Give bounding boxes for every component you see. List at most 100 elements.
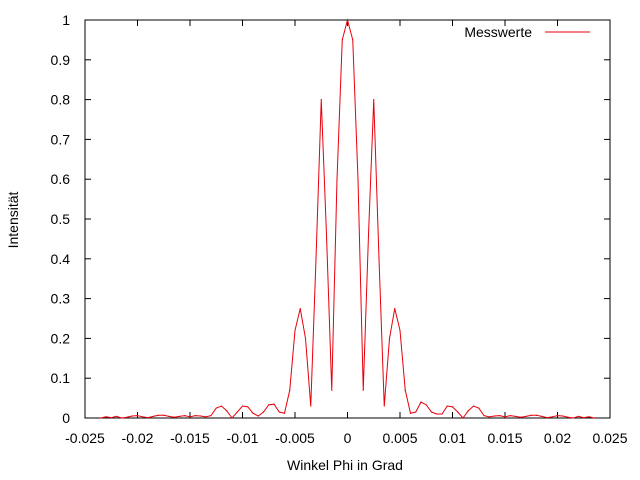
data-point bbox=[273, 403, 275, 405]
data-point bbox=[115, 415, 118, 418]
x-tick-label: -0.005 bbox=[275, 430, 315, 446]
y-tick-label: 0.7 bbox=[51, 131, 71, 147]
series-layer bbox=[100, 18, 595, 419]
data-point bbox=[520, 416, 522, 418]
data-point bbox=[304, 337, 307, 339]
data-point bbox=[388, 337, 391, 339]
data-point bbox=[483, 415, 485, 417]
data-point bbox=[152, 415, 154, 418]
data-point bbox=[184, 415, 186, 417]
data-point bbox=[142, 416, 144, 418]
y-tick-label: 0 bbox=[62, 410, 70, 426]
data-point bbox=[451, 406, 454, 408]
data-point bbox=[226, 410, 228, 412]
data-point bbox=[383, 405, 385, 407]
data-point bbox=[399, 329, 401, 332]
y-tick-label: 0.8 bbox=[51, 92, 71, 108]
data-point bbox=[178, 415, 181, 418]
data-point bbox=[467, 410, 469, 412]
data-point bbox=[215, 407, 217, 409]
data-point bbox=[588, 416, 590, 418]
data-point bbox=[546, 417, 548, 419]
x-tick-label: 0.005 bbox=[382, 430, 417, 446]
x-tick-label: 0 bbox=[344, 430, 352, 446]
data-point bbox=[583, 417, 585, 419]
data-point bbox=[352, 39, 354, 41]
data-point bbox=[441, 413, 443, 415]
data-point bbox=[472, 405, 475, 407]
legend-label: Messwerte bbox=[464, 24, 532, 40]
data-point bbox=[509, 415, 511, 417]
data-point bbox=[100, 417, 102, 419]
data-point bbox=[105, 416, 107, 418]
y-tick-label: 1 bbox=[62, 12, 70, 28]
data-point bbox=[199, 415, 202, 417]
data-point bbox=[488, 416, 490, 418]
data-point bbox=[336, 178, 338, 180]
y-tick-label: 0.5 bbox=[51, 211, 71, 227]
data-point bbox=[268, 404, 270, 406]
data-point bbox=[210, 415, 212, 417]
data-point bbox=[593, 417, 595, 419]
data-point bbox=[173, 416, 175, 418]
data-point bbox=[220, 405, 223, 407]
data-point bbox=[310, 405, 312, 407]
data-point bbox=[420, 401, 422, 403]
data-point bbox=[425, 404, 427, 406]
y-tick-label: 0.6 bbox=[51, 171, 71, 187]
data-point bbox=[346, 19, 349, 21]
data-point bbox=[189, 416, 191, 418]
y-tick-label: 0.9 bbox=[51, 52, 71, 68]
x-tick-label: 0.015 bbox=[487, 430, 522, 446]
data-point bbox=[325, 234, 328, 236]
data-point bbox=[168, 415, 170, 418]
data-point bbox=[514, 415, 517, 418]
data-point bbox=[493, 415, 496, 417]
data-point bbox=[478, 407, 480, 409]
data-point bbox=[331, 389, 333, 391]
x-tick-label: -0.02 bbox=[122, 430, 154, 446]
data-point bbox=[194, 415, 196, 417]
y-tick-label: 0.4 bbox=[51, 251, 71, 267]
data-point bbox=[499, 415, 501, 417]
data-point bbox=[430, 411, 433, 413]
data-point bbox=[577, 415, 580, 418]
data-point bbox=[252, 412, 254, 414]
x-tick-label: -0.01 bbox=[227, 430, 259, 446]
data-point bbox=[378, 258, 380, 260]
x-tick-label: -0.015 bbox=[170, 430, 210, 446]
data-point bbox=[241, 405, 244, 407]
data-point bbox=[551, 416, 553, 418]
data-point bbox=[315, 258, 317, 260]
data-point bbox=[131, 415, 133, 417]
data-point bbox=[163, 414, 165, 416]
data-point bbox=[367, 234, 370, 236]
data-point bbox=[446, 405, 448, 407]
data-point bbox=[205, 416, 207, 418]
data-point bbox=[535, 414, 538, 416]
data-point bbox=[567, 416, 569, 418]
data-point bbox=[289, 389, 291, 391]
data-point bbox=[299, 307, 301, 310]
x-tick-label: -0.025 bbox=[65, 430, 105, 446]
data-point bbox=[394, 307, 396, 310]
data-point bbox=[110, 417, 112, 419]
data-point bbox=[436, 413, 438, 415]
data-point bbox=[231, 417, 233, 419]
data-point bbox=[572, 417, 574, 419]
plot-frame bbox=[84, 19, 611, 419]
data-point bbox=[257, 415, 259, 417]
data-point bbox=[341, 39, 343, 41]
data-point bbox=[541, 415, 543, 418]
data-point bbox=[504, 416, 506, 418]
y-tick-label: 0.2 bbox=[51, 330, 71, 346]
data-point bbox=[415, 411, 417, 413]
x-tick-label: 0.01 bbox=[439, 430, 466, 446]
x-axis-title: Winkel Phi in Grad bbox=[287, 457, 403, 473]
data-point bbox=[262, 411, 265, 413]
data-point bbox=[247, 406, 249, 408]
data-point bbox=[404, 389, 406, 391]
data-point bbox=[147, 417, 149, 419]
